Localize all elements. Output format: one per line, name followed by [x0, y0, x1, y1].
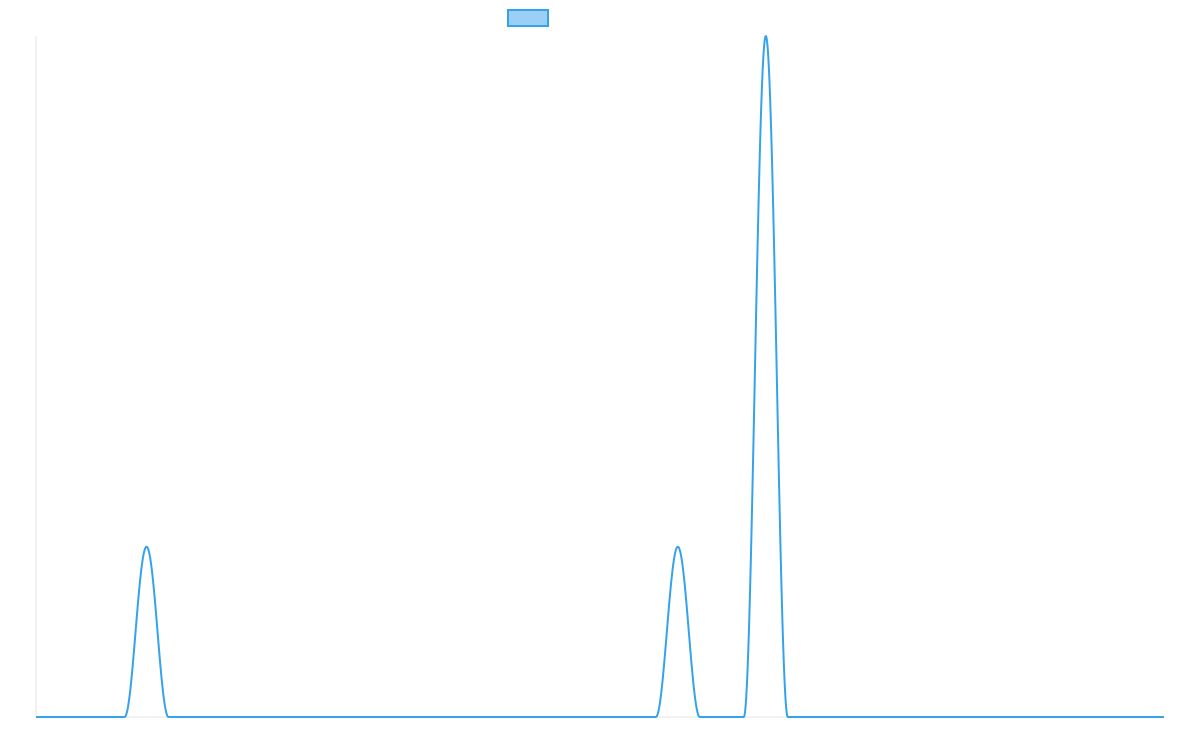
series-1-peak-1[interactable] [143, 543, 151, 551]
legend[interactable] [507, 9, 549, 27]
legend-swatch-series-1[interactable] [507, 9, 549, 27]
series-line-1[interactable] [35, 35, 1165, 718]
series-1-peak-3[interactable] [762, 32, 770, 40]
series-1-peak-2[interactable] [674, 543, 682, 551]
series-layer [35, 32, 1165, 718]
